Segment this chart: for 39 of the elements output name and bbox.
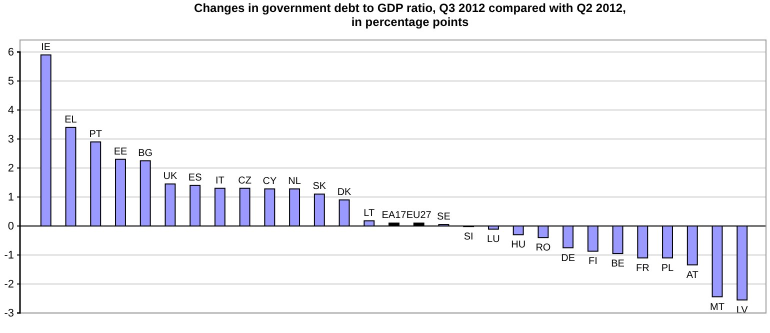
x-tick-label: AT xyxy=(686,270,698,281)
x-tick-label: PT xyxy=(89,128,102,140)
x-tick-label: EA17 xyxy=(382,210,407,222)
x-tick-label: EL xyxy=(64,114,78,126)
x-tick-label: EE xyxy=(114,146,128,158)
y-tick-label: -3 xyxy=(4,308,14,320)
x-tick-label: MT xyxy=(710,302,724,313)
x-tick-label: HU xyxy=(511,240,526,251)
x-tick-label: DE xyxy=(561,252,576,264)
x-tick-label: UK xyxy=(163,170,178,182)
y-tick-label: -2 xyxy=(4,278,14,291)
x-tick-label: FR xyxy=(636,262,650,274)
x-tick-label: RO xyxy=(536,242,551,254)
x-tick-label: DK xyxy=(337,186,352,198)
y-tick-label: 6 xyxy=(8,46,14,59)
x-tick-label: SK xyxy=(312,181,326,192)
y-tick-label: 0 xyxy=(8,220,14,233)
x-tick-label: NL xyxy=(288,176,302,187)
x-tick-label: IE xyxy=(41,42,51,53)
chart-title: Changes in government debt to GDP ratio, Q3 2012 compared with Q2 2012, in percentage points xyxy=(194,1,626,29)
y-tick-label: 3 xyxy=(8,134,14,146)
y-tick-label: 4 xyxy=(8,104,14,117)
x-tick-label: CZ xyxy=(238,175,252,186)
x-tick-label: BG xyxy=(138,148,153,159)
x-tick-label: LU xyxy=(487,234,500,246)
x-tick-label: LT xyxy=(364,208,375,219)
x-tick-label: EU27 xyxy=(406,210,432,222)
x-tick-label: BE xyxy=(611,258,625,270)
x-tick-label: SE xyxy=(437,212,451,223)
x-tick-label: CY xyxy=(262,176,277,187)
x-tick-label: SI xyxy=(464,232,474,243)
y-tick-label: 2 xyxy=(8,162,14,175)
x-tick-label: FI xyxy=(588,256,598,268)
x-tick-label: PL xyxy=(661,262,674,274)
x-tick-label: IT xyxy=(216,175,224,186)
y-tick-label: -1 xyxy=(4,250,14,262)
y-tick-label: 1 xyxy=(8,192,14,204)
x-tick-label: ES xyxy=(188,172,202,184)
y-tick-label: 5 xyxy=(8,76,14,88)
